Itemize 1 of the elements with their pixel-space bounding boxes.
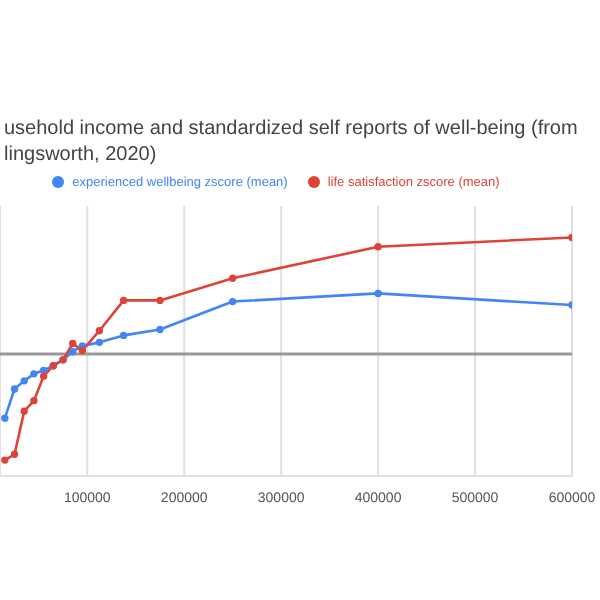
chart-title: usehold income and standardized self reports of well-being (from lingsworth, 2020): [4, 116, 580, 168]
